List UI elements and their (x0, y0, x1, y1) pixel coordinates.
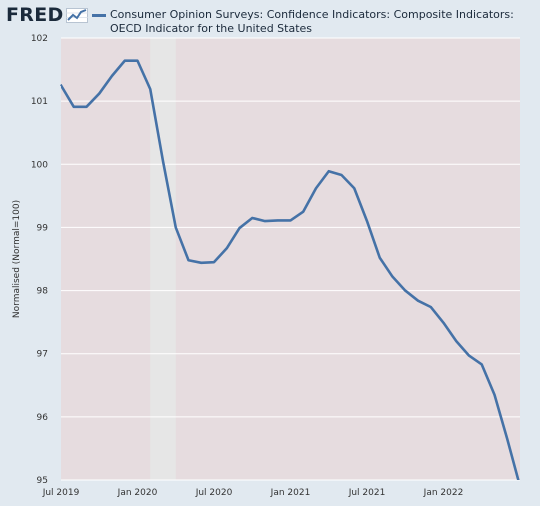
series-point[interactable] (468, 354, 470, 357)
series-point[interactable] (442, 321, 445, 324)
series-point[interactable] (417, 299, 419, 302)
legend-label: Consumer Opinion Surveys: Confidence Ind… (110, 8, 514, 35)
series-point[interactable] (72, 106, 75, 108)
x-tick-label: Jul 2021 (348, 488, 386, 498)
plot-area (61, 38, 520, 480)
y-tick-label: 97 (37, 350, 48, 360)
x-tick-label: Jul 2020 (195, 488, 233, 498)
series-point[interactable] (98, 92, 101, 95)
series-point[interactable] (187, 259, 190, 262)
series-point[interactable] (506, 438, 509, 440)
line-chart-icon (65, 8, 88, 23)
series-point[interactable] (60, 84, 62, 87)
series-point[interactable] (123, 59, 126, 62)
series-point[interactable] (136, 59, 139, 62)
x-tick-label: Jul 2019 (42, 488, 80, 498)
series-point[interactable] (225, 247, 228, 250)
series-point[interactable] (493, 393, 496, 396)
series-point[interactable] (111, 75, 113, 77)
series-point[interactable] (85, 106, 88, 108)
series-point[interactable] (429, 306, 432, 308)
series-point[interactable] (315, 187, 317, 190)
series-point[interactable] (391, 275, 394, 278)
series-point[interactable] (404, 289, 407, 292)
series-point[interactable] (366, 220, 368, 222)
series-point[interactable] (455, 340, 458, 342)
series-point[interactable] (353, 187, 356, 190)
y-tick-label: 98 (37, 287, 49, 297)
series-point[interactable] (174, 226, 177, 229)
series-point[interactable] (264, 220, 266, 222)
chart-header: FRED Consumer Opinion Surveys: Confidenc… (0, 0, 540, 40)
series-point[interactable] (238, 227, 241, 229)
y-tick-label: 95 (37, 476, 48, 486)
series-point[interactable] (378, 256, 381, 259)
fred-logo[interactable]: FRED (6, 4, 88, 26)
series-point[interactable] (289, 219, 292, 222)
x-tick-label: Jan 2020 (117, 488, 158, 498)
series-point[interactable] (480, 363, 483, 366)
series-point[interactable] (251, 217, 254, 219)
y-tick-label: 101 (31, 97, 48, 107)
y-tick-label: 99 (37, 223, 49, 233)
legend-swatch (92, 14, 106, 17)
series-point[interactable] (302, 210, 305, 213)
series-point[interactable] (200, 261, 203, 264)
y-axis-title: Normalised (Normal=100) (12, 200, 22, 318)
series-point[interactable] (149, 88, 152, 90)
y-tick-label: 102 (31, 34, 48, 44)
series-point[interactable] (276, 219, 279, 222)
y-tick-label: 96 (37, 413, 49, 423)
x-tick-label: Jan 2021 (270, 488, 311, 498)
series-point[interactable] (340, 174, 343, 176)
y-tick-label: 100 (31, 160, 48, 170)
series-point[interactable] (327, 170, 330, 173)
x-tick-label: Jan 2022 (423, 488, 464, 498)
series-point[interactable] (162, 160, 164, 162)
series-point[interactable] (213, 261, 215, 263)
logo-text: FRED (6, 4, 64, 26)
